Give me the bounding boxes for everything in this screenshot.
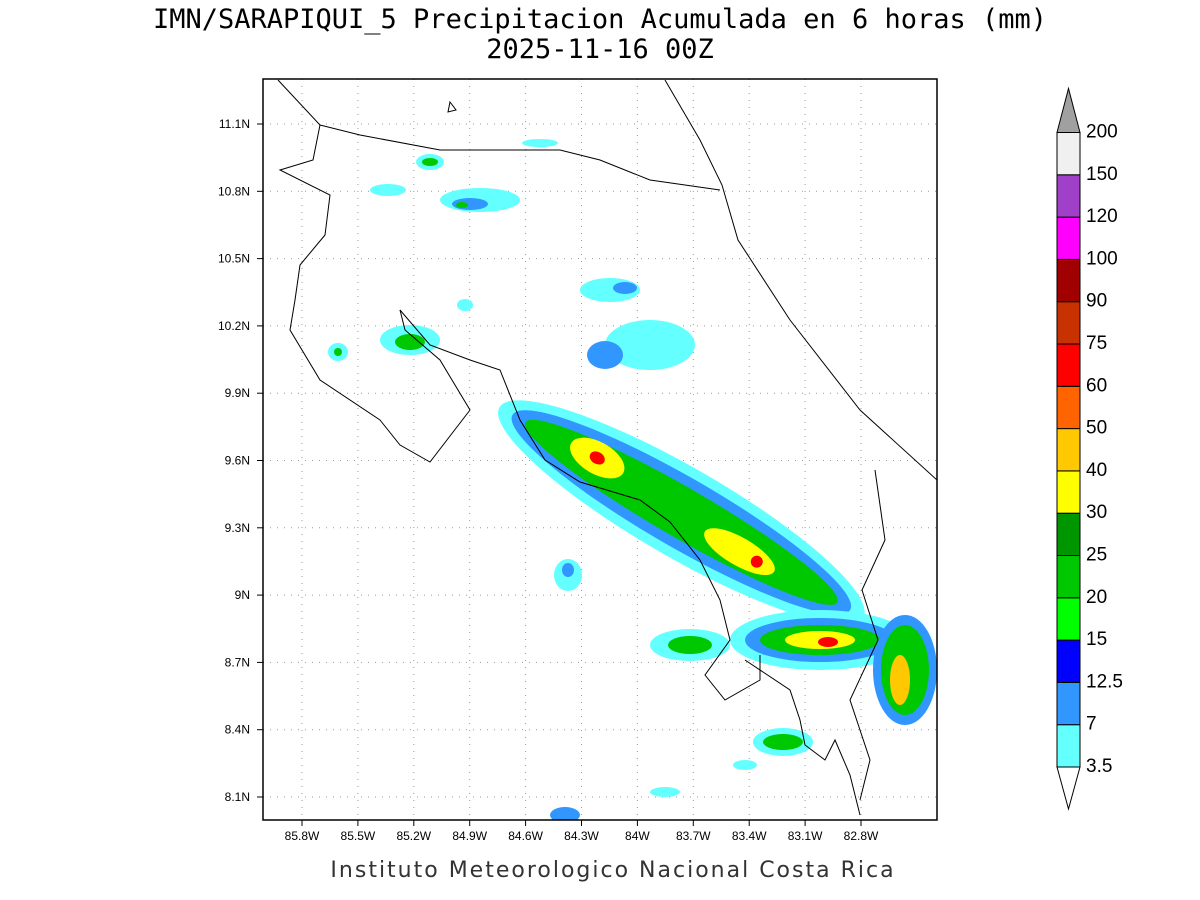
subtitle: 2025-11-16 00Z <box>486 34 714 65</box>
x-tick-label: 84.9W <box>452 829 487 843</box>
coastline <box>277 79 937 816</box>
x-tick-label: 84W <box>625 829 650 843</box>
y-tick-label: 9.6N <box>225 454 250 468</box>
y-tick-label: 11.1N <box>219 117 250 131</box>
rain-south <box>550 559 937 820</box>
x-tick-label: 83.7W <box>676 829 711 843</box>
colorbar-box <box>1056 174 1081 218</box>
x-tick-label: 83.4W <box>732 829 767 843</box>
x-tick-label: 83.1W <box>788 829 823 843</box>
colorbar-box <box>1056 301 1081 345</box>
rain-blob <box>328 139 695 370</box>
colorbar-label: 150 <box>1086 164 1118 185</box>
colorbar-box <box>1056 132 1081 176</box>
y-tick-label: 8.7N <box>225 655 250 669</box>
title: IMN/SARAPIQUI_5 Precipitacion Acumulada … <box>153 4 1047 35</box>
map-frame <box>262 78 938 821</box>
map: 85.8W 85.5W 85.2W 84.9W 84.6W 84.3W 84W 83.7W 83… <box>218 78 938 843</box>
precipitation <box>328 139 937 820</box>
colorbar-label: 200 <box>1086 122 1118 143</box>
footer: Instituto Meteorologico Nacional Costa R… <box>330 858 895 883</box>
y-tick-label: 10.2N <box>218 319 250 333</box>
colorbar-under <box>1056 766 1081 811</box>
colorbar-label: 60 <box>1086 375 1107 396</box>
colorbar-label: 25 <box>1086 545 1107 566</box>
y-tick-label: 10.5N <box>218 252 250 266</box>
colorbar-box <box>1056 512 1081 557</box>
colorbar-box <box>1056 681 1081 726</box>
colorbar-label: 12.5 <box>1086 671 1123 692</box>
colorbar-label: 100 <box>1086 248 1118 269</box>
colorbar-box <box>1056 555 1081 599</box>
colorbar-over <box>1056 86 1081 133</box>
colorbar-box <box>1056 343 1081 387</box>
colorbar-label: 120 <box>1086 206 1118 227</box>
x-tick-label: 85.2W <box>396 829 431 843</box>
colorbar-label: 30 <box>1086 502 1107 523</box>
rain-band <box>498 400 865 625</box>
y-tick-label: 9N <box>235 588 250 602</box>
colorbar-box <box>1056 258 1081 303</box>
x-tick-label: 84.6W <box>508 829 543 843</box>
colorbar-box <box>1056 385 1081 430</box>
x-tick-label: 82.8W <box>844 829 879 843</box>
colorbar-label: 7 <box>1086 714 1097 735</box>
x-tick-label: 84.3W <box>564 829 599 843</box>
colorbar-label: 50 <box>1086 418 1107 439</box>
y-tick-label: 8.1N <box>225 790 250 804</box>
x-tick-label: 85.8W <box>285 829 320 843</box>
colorbar-label: 75 <box>1086 333 1107 354</box>
colorbar-box <box>1056 216 1081 260</box>
colorbar-label: 3.5 <box>1086 756 1112 777</box>
x-tick-label: 85.5W <box>341 829 376 843</box>
colorbar-label: 20 <box>1086 587 1107 608</box>
y-tick-label: 9.3N <box>225 521 250 535</box>
grid <box>263 79 937 820</box>
colorbar-box <box>1056 428 1081 472</box>
colorbar-box <box>1056 470 1081 514</box>
colorbar-label: 90 <box>1086 291 1107 312</box>
y-tick-label: 8.4N <box>225 723 250 737</box>
y-tick-label: 9.9N <box>225 386 250 400</box>
colorbar-box <box>1056 597 1081 641</box>
colorbar-box <box>1056 724 1081 768</box>
colorbar-box <box>1056 639 1081 683</box>
colorbar: 3.5 7 12.5 15 20 25 30 40 50 60 75 90 100 120 150 200 <box>1056 86 1123 811</box>
colorbar-label: 40 <box>1086 460 1107 481</box>
y-tick-label: 10.8N <box>218 184 250 198</box>
colorbar-label: 15 <box>1086 629 1107 650</box>
